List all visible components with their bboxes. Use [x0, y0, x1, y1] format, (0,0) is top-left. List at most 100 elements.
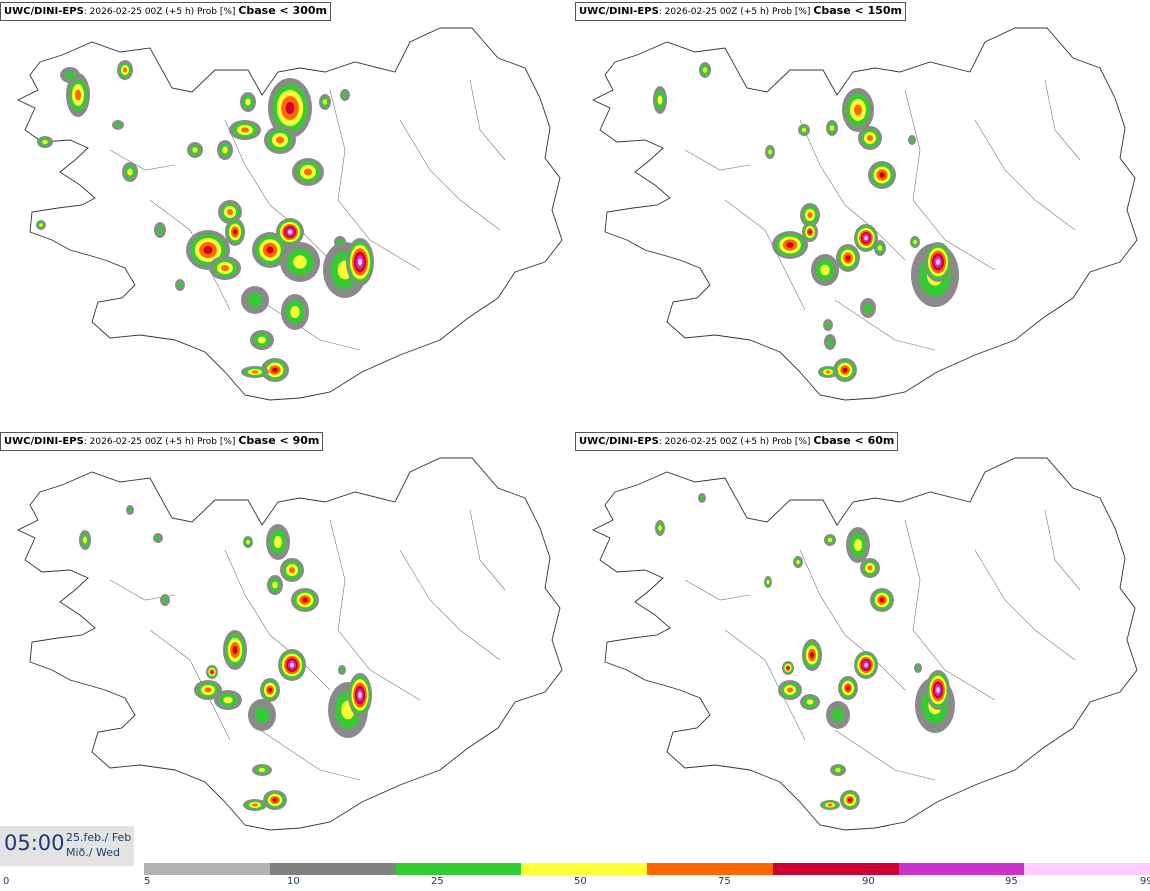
probability-band [358, 258, 362, 266]
probability-band [910, 137, 914, 143]
probability-cell [268, 78, 312, 138]
probability-cell [260, 678, 280, 702]
probability-band [162, 597, 168, 603]
probability-band [827, 338, 833, 346]
probability-band [251, 370, 259, 374]
probability-band [246, 540, 250, 544]
model-name: UWC/DINI-EPS [4, 6, 84, 17]
probability-band [123, 67, 127, 73]
region-boundary [329, 519, 421, 701]
probability-band [657, 95, 663, 105]
probability-cell [36, 220, 46, 230]
probability-cell [278, 649, 306, 681]
probability-band [293, 255, 307, 269]
probability-cell [811, 254, 839, 286]
probability-cell [772, 231, 808, 259]
probability-cell [117, 60, 133, 80]
probability-cell [346, 238, 374, 286]
valid-time-box: 05:00 25.feb./ Feb Mið./ Wed [0, 826, 134, 866]
probability-cell [319, 94, 331, 110]
probability-band [340, 667, 344, 673]
probability-cell [860, 298, 876, 318]
probability-band [846, 685, 850, 691]
probability-cell [153, 533, 163, 543]
region-boundary [724, 629, 806, 741]
probability-band [832, 708, 844, 722]
probability-cell [209, 256, 241, 280]
probability-cell [800, 203, 820, 227]
colorbar-segment [269, 863, 396, 875]
probability-band [703, 67, 707, 73]
probability-cell [818, 366, 838, 378]
model-name: UWC/DINI-EPS [579, 6, 659, 17]
probability-cell [66, 73, 90, 117]
probability-cell [824, 534, 836, 546]
probability-band [700, 495, 704, 501]
probability-band [65, 71, 75, 79]
region-boundary [834, 299, 936, 351]
iceland-map [16, 27, 563, 401]
probability-band [768, 149, 772, 155]
coastline [591, 27, 1138, 401]
probability-band [233, 229, 237, 235]
probability-cell [699, 62, 711, 78]
colorbar-tick-label: 10 [287, 876, 300, 887]
probability-cell [240, 92, 256, 112]
coastline [16, 457, 563, 831]
probability-cell [252, 232, 288, 268]
map-panel-1: UWC/DINI-EPS: 2026-02-25 00Z (+5 h) Prob… [0, 0, 575, 430]
run-info: : 2026-02-25 00Z (+5 h) Prob [%] [658, 7, 814, 17]
probability-band [272, 367, 278, 373]
region-boundary [399, 549, 501, 661]
probability-cell [348, 673, 372, 717]
probability-band [157, 226, 163, 234]
colorbar-tick-label: 0 [3, 876, 10, 887]
region-boundary [109, 149, 176, 171]
colorbar-tick-label: 95 [1005, 876, 1018, 887]
probability-cell [154, 222, 166, 238]
probability-cell [840, 790, 860, 810]
probability-band [848, 798, 852, 802]
probability-cell [206, 665, 218, 679]
probability-cell [860, 558, 880, 578]
probability-band [128, 507, 132, 513]
probability-band [288, 230, 292, 234]
probability-band [854, 539, 862, 551]
probability-band [290, 306, 300, 318]
map-panel-2: UWC/DINI-EPS: 2026-02-25 00Z (+5 h) Prob… [575, 0, 1150, 430]
probability-cell [229, 120, 261, 140]
map-panel-4: UWC/DINI-EPS: 2026-02-25 00Z (+5 h) Prob… [575, 430, 1150, 860]
probability-cell [802, 639, 822, 671]
probability-band [786, 242, 794, 248]
model-name: UWC/DINI-EPS [4, 436, 84, 447]
probability-band [289, 567, 295, 573]
probability-cell [292, 158, 324, 186]
region-boundary [904, 89, 996, 271]
probability-band [304, 168, 312, 176]
probability-cell [79, 530, 91, 550]
map-panel-3: UWC/DINI-EPS: 2026-02-25 00Z (+5 h) Prob… [0, 430, 575, 860]
panel-title: UWC/DINI-EPS: 2026-02-25 00Z (+5 h) Prob… [575, 2, 906, 21]
probability-band [879, 597, 885, 603]
probability-band [192, 147, 198, 153]
probability-cell [37, 136, 53, 148]
probability-cell [334, 236, 346, 248]
probability-cell [223, 630, 247, 670]
region-boundary [974, 549, 1076, 661]
valid-hour: 05:00 [4, 831, 65, 855]
probability-cell [243, 536, 253, 548]
probability-band [75, 89, 81, 101]
probability-band [241, 127, 249, 133]
probability-cell [60, 67, 80, 83]
probability-band [223, 696, 233, 704]
probability-band [42, 140, 48, 144]
probability-cell [798, 124, 810, 136]
probability-band [258, 768, 266, 772]
probability-band [810, 651, 814, 659]
colorbar-segment [898, 863, 1025, 875]
region-boundary [469, 79, 506, 161]
probability-cell [267, 575, 283, 595]
probability-band [820, 264, 830, 276]
probability-cell [908, 135, 916, 145]
probability-cell [241, 286, 269, 314]
